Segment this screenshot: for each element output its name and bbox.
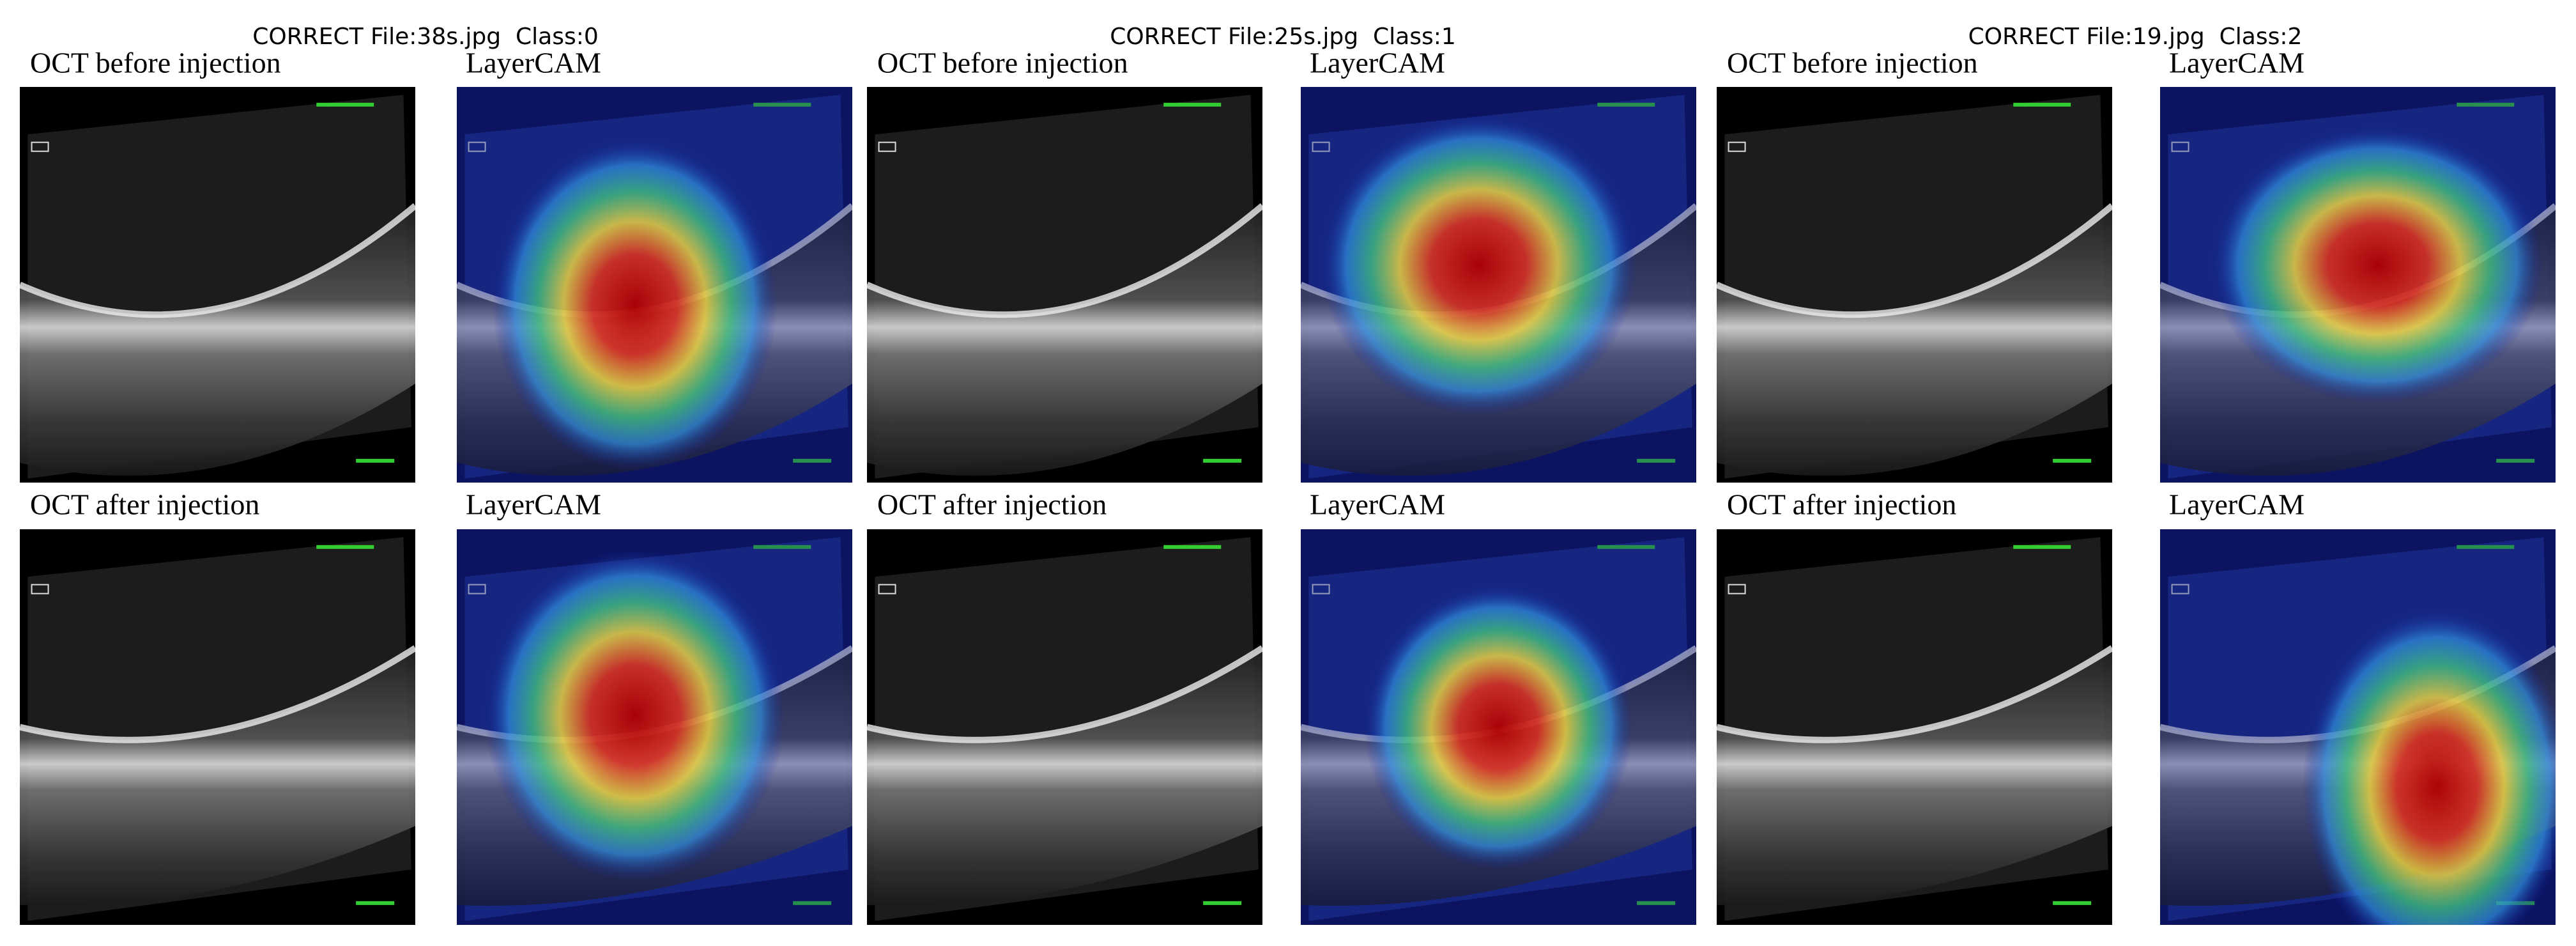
oct-image <box>20 529 415 925</box>
heatmap-image <box>1301 529 1696 925</box>
image-caption: LayerCAM <box>466 47 601 79</box>
heatmap-image <box>2160 87 2556 483</box>
image-caption: OCT before injection <box>1727 47 1978 79</box>
image-caption: LayerCAM <box>1310 488 1445 521</box>
heatmap-image <box>1301 87 1696 483</box>
image-caption: LayerCAM <box>466 488 601 521</box>
panel-header: CORRECT File:25s.jpg Class:1 <box>1110 24 1456 50</box>
image-caption: LayerCAM <box>2169 47 2304 79</box>
image-caption: OCT before injection <box>30 47 281 79</box>
oct-image <box>867 529 1262 925</box>
panel-header: CORRECT File:19.jpg Class:2 <box>1968 24 2303 50</box>
image-caption: LayerCAM <box>2169 488 2304 521</box>
panel-header: CORRECT File:38s.jpg Class:0 <box>252 24 599 50</box>
oct-image <box>1717 87 2112 483</box>
oct-image <box>1717 529 2112 925</box>
image-caption: OCT after injection <box>1727 488 1956 521</box>
oct-image <box>20 87 415 483</box>
heatmap-image <box>457 529 852 925</box>
image-caption: OCT after injection <box>877 488 1107 521</box>
heatmap-image <box>2160 529 2556 925</box>
heatmap-image <box>457 87 852 483</box>
image-caption: LayerCAM <box>1310 47 1445 79</box>
image-caption: OCT before injection <box>877 47 1128 79</box>
oct-image <box>867 87 1262 483</box>
image-caption: OCT after injection <box>30 488 259 521</box>
